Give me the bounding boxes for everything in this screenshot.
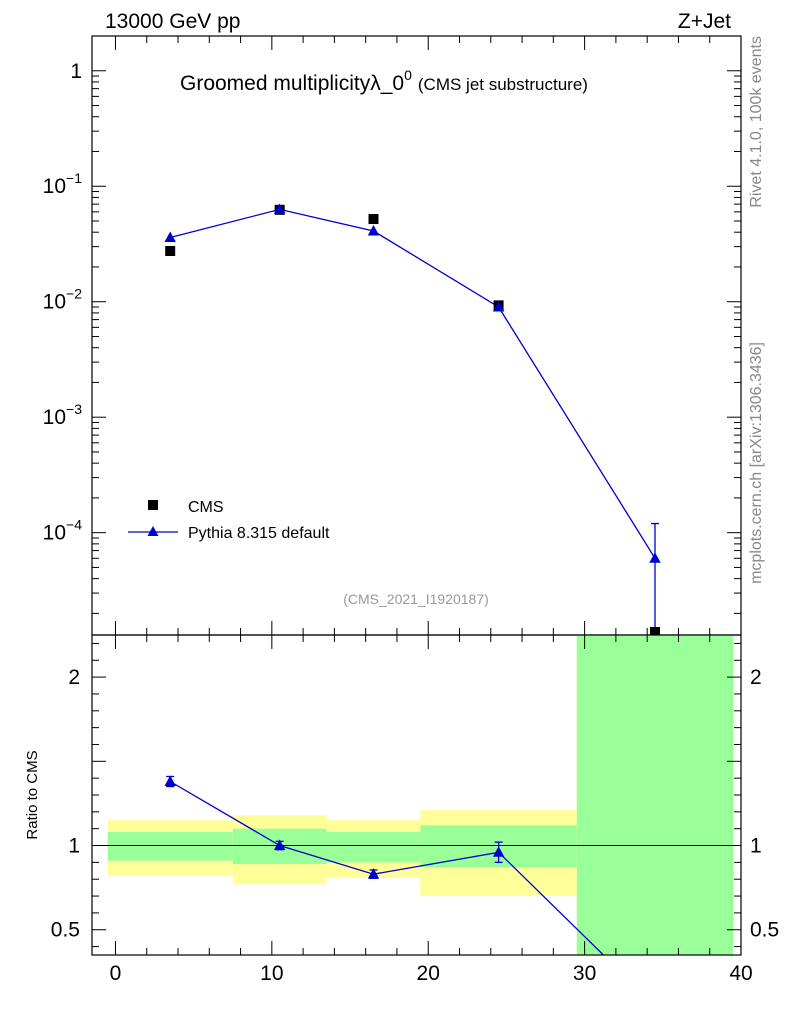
x-tick-labels: 0 10 20 30 40: [110, 962, 753, 985]
ratio-y-tick-label-left: 1: [68, 835, 80, 858]
tick-mantissa: 10: [43, 522, 66, 545]
analysis-watermark: (CMS_2021_I1920187): [343, 591, 489, 607]
tick-mantissa: 10: [43, 291, 66, 314]
legend-marker-pythia: [147, 526, 159, 536]
main-y-tick-label: 10−3: [43, 401, 83, 429]
tick-exponent: −2: [66, 286, 82, 302]
main-frame: [91, 35, 742, 636]
ratio-y-tick-label-left: 0.5: [51, 919, 80, 942]
ratio-point-2: [367, 868, 380, 879]
pythia-point-4: [649, 552, 661, 563]
cms-point-2: [368, 214, 379, 225]
cms-point-4: [649, 627, 660, 637]
main-panel: 110−110−210−310−4 Groomed multiplicityλ_…: [43, 35, 742, 637]
ratio-y-tick-label-right: 0.5: [750, 919, 779, 942]
ratio-ticks: [92, 635, 742, 955]
ratio-y-tick-label-right: 2: [750, 666, 762, 689]
main-marks: [164, 203, 661, 637]
main-y-tick-labels: 110−110−210−310−4: [43, 60, 83, 545]
mcplots-label: mcplots.cern.ch [arXiv:1306.3436]: [748, 342, 765, 584]
title-note: (CMS jet substructure): [418, 75, 588, 94]
main-y-tick-label: 1: [70, 60, 82, 83]
title-sup: 0: [404, 67, 412, 83]
band-stat-2: [326, 832, 421, 863]
ratio-y-tick-label-right: 1: [750, 835, 762, 858]
pythia-point-3: [492, 301, 505, 312]
main-y-tick-label: 10−2: [43, 286, 83, 314]
tick-mantissa: 10: [43, 175, 66, 198]
rivet-label: Rivet 4.1.0, 100k events: [748, 36, 765, 208]
ratio-bands: [107, 635, 734, 955]
title-symbol: λ_0: [370, 72, 404, 95]
x-tick-label: 40: [729, 962, 752, 985]
ratio-point-1: [273, 839, 286, 851]
tick-mantissa: 1: [70, 60, 82, 83]
ratio-panel: 2 2 1 1 0.5 0.5 0 10 20 30 40 Ratio to CMS: [24, 634, 779, 985]
header-left-label: 13000 GeV pp: [105, 10, 240, 33]
header-right-label: Z+Jet: [678, 10, 731, 33]
ratio-marks: [164, 775, 605, 955]
title-main: Groomed multiplicity: [180, 72, 371, 95]
tick-exponent: −3: [66, 401, 82, 417]
plot-title: Groomed multiplicityλ_00 (CMS jet substru…: [180, 67, 588, 95]
pythia-point-1: [273, 203, 286, 214]
x-tick-label: 0: [110, 962, 122, 985]
main-ticks: [92, 35, 742, 635]
legend: CMS Pythia 8.315 default: [128, 499, 330, 542]
band-stat-4: [576, 635, 734, 955]
ratio-point-3: [492, 846, 505, 857]
pythia-point-0: [164, 231, 176, 242]
x-tick-label: 10: [260, 962, 283, 985]
legend-label-pythia: Pythia 8.315 default: [188, 525, 330, 542]
ratio-y-axis-label: Ratio to CMS: [24, 750, 41, 839]
tick-exponent: −1: [66, 170, 82, 186]
pythia-line: [170, 208, 656, 559]
ratio-y-tick-labels: 2 2 1 1 0.5 0.5: [51, 666, 779, 942]
tick-mantissa: 10: [43, 406, 66, 429]
legend-marker-cms: [148, 500, 158, 510]
main-y-tick-label: 10−4: [43, 517, 83, 545]
ratio-y-tick-label-left: 2: [68, 666, 80, 689]
pythia-point-2: [367, 224, 380, 236]
tick-exponent: −4: [66, 517, 82, 533]
legend-label-cms: CMS: [188, 499, 224, 516]
cms-point-0: [165, 245, 176, 256]
x-tick-label: 30: [573, 962, 596, 985]
band-stat-0: [107, 832, 233, 861]
x-tick-label: 20: [417, 962, 440, 985]
main-y-tick-label: 10−1: [43, 170, 83, 198]
ratio-point-0: [164, 775, 176, 787]
